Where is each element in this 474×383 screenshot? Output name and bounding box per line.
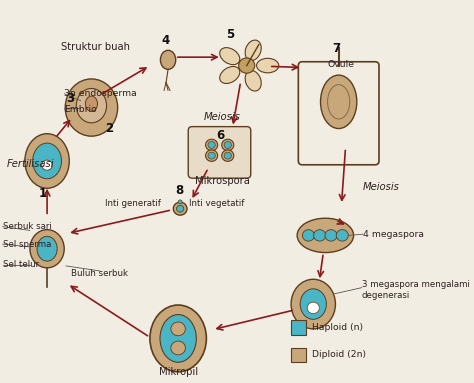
Ellipse shape: [222, 139, 234, 151]
Ellipse shape: [300, 289, 327, 319]
Text: 3n endosperma: 3n endosperma: [64, 89, 137, 98]
Circle shape: [173, 202, 187, 215]
Ellipse shape: [320, 75, 357, 129]
Text: 1: 1: [38, 187, 47, 200]
Circle shape: [314, 230, 326, 241]
Text: 4: 4: [161, 34, 169, 47]
Circle shape: [171, 341, 185, 355]
Text: Mikrospora: Mikrospora: [195, 176, 250, 186]
Ellipse shape: [291, 279, 336, 329]
Ellipse shape: [30, 230, 64, 268]
Text: Serbuk sari: Serbuk sari: [3, 222, 52, 231]
Text: Inti generatif: Inti generatif: [105, 199, 161, 208]
Text: 7: 7: [332, 42, 340, 55]
Ellipse shape: [25, 134, 69, 188]
Circle shape: [42, 160, 53, 170]
Circle shape: [176, 205, 184, 212]
Text: 6: 6: [216, 129, 225, 142]
Text: 2: 2: [105, 122, 113, 135]
Text: Embrio: Embrio: [64, 105, 97, 114]
Text: 3 megaspora mengalami
degenerasi: 3 megaspora mengalami degenerasi: [362, 280, 470, 300]
Ellipse shape: [222, 150, 234, 161]
Text: 8: 8: [175, 184, 183, 197]
Circle shape: [208, 141, 215, 148]
Text: Mikropil: Mikropil: [159, 367, 198, 376]
Text: Meiosis: Meiosis: [204, 112, 241, 122]
Text: 4 megaspora: 4 megaspora: [363, 230, 424, 239]
Ellipse shape: [85, 96, 98, 111]
Circle shape: [336, 230, 348, 241]
Circle shape: [325, 230, 337, 241]
FancyBboxPatch shape: [291, 348, 306, 362]
Ellipse shape: [245, 40, 261, 61]
FancyBboxPatch shape: [291, 320, 306, 335]
Text: Sel sperma: Sel sperma: [3, 240, 51, 249]
Ellipse shape: [160, 50, 176, 69]
Ellipse shape: [206, 139, 218, 151]
Ellipse shape: [160, 314, 196, 362]
Ellipse shape: [256, 58, 279, 73]
Circle shape: [224, 141, 231, 148]
Ellipse shape: [37, 236, 57, 261]
Circle shape: [171, 322, 185, 336]
Text: 3: 3: [66, 92, 74, 105]
Text: Meiosis: Meiosis: [363, 182, 400, 192]
Text: Sel telur: Sel telur: [3, 260, 39, 269]
FancyBboxPatch shape: [188, 127, 251, 178]
Circle shape: [224, 152, 231, 159]
Circle shape: [302, 230, 314, 241]
Ellipse shape: [206, 150, 218, 161]
Ellipse shape: [245, 70, 261, 91]
Ellipse shape: [33, 143, 62, 179]
Text: Fertilisasi: Fertilisasi: [7, 159, 55, 169]
Ellipse shape: [220, 47, 240, 65]
Text: Inti vegetatif: Inti vegetatif: [189, 199, 244, 208]
Circle shape: [238, 58, 255, 73]
Circle shape: [208, 152, 215, 159]
Circle shape: [178, 200, 182, 204]
Text: Struktur buah: Struktur buah: [61, 42, 130, 52]
Ellipse shape: [65, 79, 118, 136]
Ellipse shape: [76, 88, 107, 123]
Ellipse shape: [150, 305, 206, 372]
Ellipse shape: [220, 67, 240, 83]
Text: Haploid (n): Haploid (n): [312, 323, 363, 332]
Text: Ovule: Ovule: [327, 60, 354, 69]
Text: Buluh serbuk: Buluh serbuk: [71, 269, 128, 278]
Ellipse shape: [328, 85, 350, 119]
Ellipse shape: [297, 218, 354, 252]
Text: Diploid (2n): Diploid (2n): [312, 350, 366, 359]
Circle shape: [307, 302, 319, 314]
Text: 5: 5: [226, 28, 234, 41]
